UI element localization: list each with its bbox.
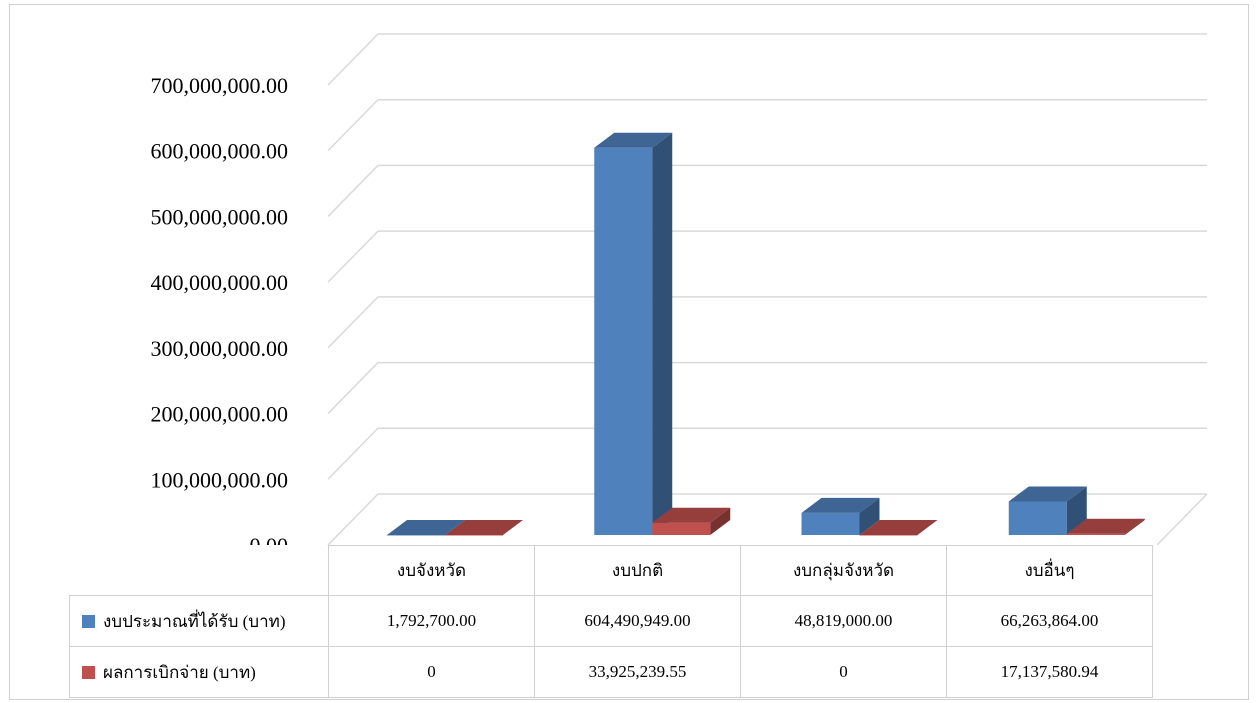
bar-front-disbursement (1066, 533, 1125, 535)
bar-front-disbursement (445, 535, 503, 536)
legend-swatch-blue (82, 614, 95, 628)
bar-top (594, 132, 673, 148)
gridline-diagonal (327, 230, 379, 283)
table-cell: 48,819,000.00 (740, 595, 947, 647)
category-header: งบกลุ่มจังหวัด (740, 545, 947, 596)
table-corner (69, 545, 329, 596)
gridline-diagonal (327, 33, 379, 86)
bar-front-disbursement (652, 522, 711, 535)
series-name: ผลการเบิกจ่าย (บาท) (103, 662, 256, 682)
bar-front-disbursement (859, 535, 918, 536)
category-header: งบจังหวัด (328, 545, 535, 596)
data-table: งบจังหวัด งบปกติ งบกลุ่มจังหวัด งบอื่นๆ … (69, 545, 1153, 698)
bar-top (801, 497, 880, 513)
bar-front-budget (387, 535, 445, 536)
bar-front-budget (801, 512, 860, 535)
table-cell: 1,792,700.00 (328, 595, 535, 647)
bar-chart: 0.00 100,000,000.00 200,000,000.00 300,000,… (151, 33, 1208, 545)
y-tick-label: 600,000,000.00 (151, 139, 289, 164)
bar-top (1008, 486, 1087, 502)
table-header-row: งบจังหวัด งบปกติ งบกลุ่มจังหวัด งบอื่นๆ (69, 545, 1153, 596)
bar-side (652, 132, 673, 535)
bar-side (1124, 518, 1145, 535)
y-tick-label: 300,000,000.00 (151, 336, 289, 361)
bar-top (1066, 518, 1145, 534)
table-cell: 17,137,580.94 (946, 646, 1153, 698)
gridline-diagonal (327, 296, 379, 349)
table-cell: 0 (328, 646, 535, 698)
table-cell: 66,263,864.00 (946, 595, 1153, 647)
category-header: งบอื่นๆ (946, 545, 1153, 596)
gridline-diagonal (327, 164, 379, 217)
y-tick-label: 100,000,000.00 (151, 467, 289, 492)
legend-entry-budget: งบประมาณที่ได้รับ (บาท) (69, 595, 329, 647)
bar-front-budget (594, 147, 653, 535)
y-tick-label: 400,000,000.00 (151, 270, 289, 295)
gridline-diagonal (327, 362, 379, 415)
bar-top (445, 520, 523, 535)
y-tick-label: 700,000,000.00 (151, 73, 289, 98)
table-row: งบประมาณที่ได้รับ (บาท) 1,792,700.00 604… (69, 595, 1153, 647)
y-tick-label: 0.00 (250, 533, 289, 545)
bar-side (859, 497, 880, 535)
table-cell: 0 (740, 646, 947, 698)
bar-top (859, 520, 938, 535)
y-tick-label: 200,000,000.00 (151, 402, 289, 427)
bar-front-budget (1008, 501, 1067, 535)
y-tick-label: 500,000,000.00 (151, 204, 289, 229)
gridline-diagonal (327, 493, 379, 545)
table-cell: 604,490,949.00 (534, 595, 741, 647)
table-cell: 33,925,239.55 (534, 646, 741, 698)
table-row: ผลการเบิกจ่าย (บาท) 0 33,925,239.55 0 17… (69, 646, 1153, 698)
floor-edge (1156, 493, 1208, 545)
gridline-diagonal (327, 99, 379, 152)
bar-top (652, 507, 731, 523)
bar-top (387, 520, 465, 535)
legend-swatch-red (82, 665, 95, 679)
bar-side (710, 507, 731, 535)
legend-entry-disbursement: ผลการเบิกจ่าย (บาท) (69, 646, 329, 698)
gridline-diagonal (327, 427, 379, 480)
category-header: งบปกติ (534, 545, 741, 596)
series-name: งบประมาณที่ได้รับ (บาท) (103, 611, 286, 631)
